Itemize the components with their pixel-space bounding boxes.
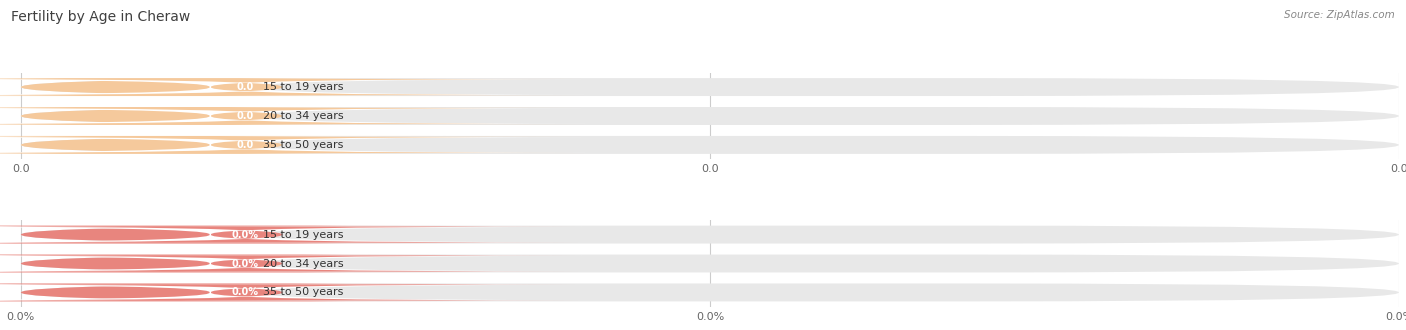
Text: 0.0: 0.0 bbox=[236, 82, 254, 92]
Text: 0.0: 0.0 bbox=[236, 140, 254, 150]
Text: 15 to 19 years: 15 to 19 years bbox=[263, 82, 343, 92]
Text: 20 to 34 years: 20 to 34 years bbox=[263, 111, 343, 121]
FancyBboxPatch shape bbox=[21, 136, 1399, 154]
Text: Fertility by Age in Cheraw: Fertility by Age in Cheraw bbox=[11, 10, 190, 24]
FancyBboxPatch shape bbox=[0, 255, 583, 272]
FancyBboxPatch shape bbox=[0, 227, 614, 243]
FancyBboxPatch shape bbox=[0, 137, 614, 153]
FancyBboxPatch shape bbox=[0, 107, 449, 125]
FancyBboxPatch shape bbox=[0, 226, 583, 243]
FancyBboxPatch shape bbox=[0, 226, 449, 244]
FancyBboxPatch shape bbox=[21, 254, 1399, 273]
FancyBboxPatch shape bbox=[0, 108, 583, 124]
Text: 0.0: 0.0 bbox=[236, 111, 254, 121]
Text: 15 to 19 years: 15 to 19 years bbox=[263, 230, 343, 240]
Text: 0.0%: 0.0% bbox=[232, 258, 259, 269]
FancyBboxPatch shape bbox=[0, 256, 614, 271]
Text: Source: ZipAtlas.com: Source: ZipAtlas.com bbox=[1284, 10, 1395, 20]
FancyBboxPatch shape bbox=[0, 136, 449, 154]
FancyBboxPatch shape bbox=[0, 284, 583, 301]
Text: 0.0%: 0.0% bbox=[232, 287, 259, 297]
FancyBboxPatch shape bbox=[0, 283, 449, 301]
Text: 35 to 50 years: 35 to 50 years bbox=[263, 287, 343, 297]
FancyBboxPatch shape bbox=[0, 285, 614, 300]
FancyBboxPatch shape bbox=[21, 283, 1399, 301]
FancyBboxPatch shape bbox=[21, 78, 1399, 96]
FancyBboxPatch shape bbox=[21, 226, 1399, 244]
FancyBboxPatch shape bbox=[0, 79, 614, 95]
FancyBboxPatch shape bbox=[0, 79, 583, 95]
Text: 0.0%: 0.0% bbox=[232, 230, 259, 240]
FancyBboxPatch shape bbox=[0, 108, 614, 124]
Text: 20 to 34 years: 20 to 34 years bbox=[263, 258, 343, 269]
Text: 35 to 50 years: 35 to 50 years bbox=[263, 140, 343, 150]
FancyBboxPatch shape bbox=[0, 137, 583, 153]
FancyBboxPatch shape bbox=[0, 78, 449, 96]
FancyBboxPatch shape bbox=[0, 254, 449, 273]
FancyBboxPatch shape bbox=[21, 107, 1399, 125]
